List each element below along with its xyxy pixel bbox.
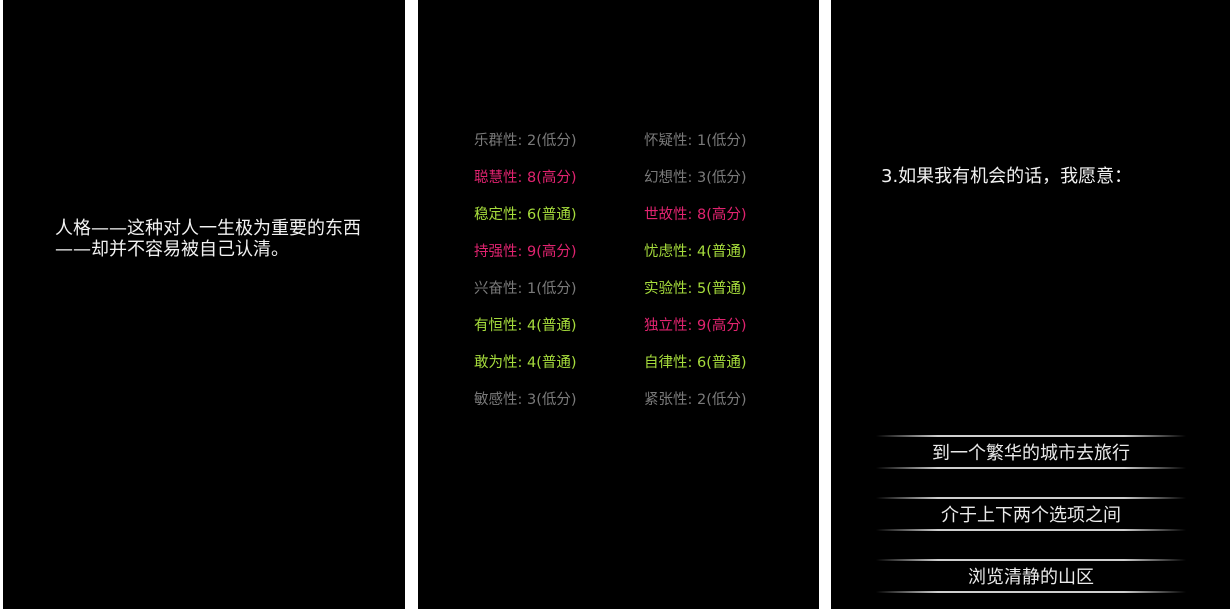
trait-score: 持强性: 9(高分) — [474, 244, 577, 260]
option-b-button[interactable]: 介于上下两个选项之间 — [876, 497, 1186, 531]
trait-score: 聪慧性: 8(高分) — [474, 170, 577, 186]
trait-score: 有恒性: 4(普通) — [474, 318, 577, 334]
trait-score: 幻想性: 3(低分) — [644, 170, 747, 186]
trait-score: 世故性: 8(高分) — [644, 207, 747, 223]
trait-score: 实验性: 5(普通) — [644, 281, 747, 297]
trait-score: 自律性: 6(普通) — [644, 355, 747, 371]
trait-score: 敢为性: 4(普通) — [474, 355, 577, 371]
option-a-button[interactable]: 到一个繁华的城市去旅行 — [876, 435, 1186, 469]
results-screen: 乐群性: 2(低分) 怀疑性: 1(低分) 聪慧性: 8(高分) 幻想性: 3(低分)… — [418, 0, 819, 609]
question-text: 3.如果我有机会的话，我愿意： — [881, 166, 1133, 187]
trait-score: 忧虑性: 4(普通) — [644, 244, 747, 260]
intro-text: 人格——这种对人一生极为重要的东西——却并不容易被自己认清。 — [55, 218, 361, 260]
intro-screen: 人格——这种对人一生极为重要的东西——却并不容易被自己认清。 — [3, 0, 405, 609]
trait-score: 稳定性: 6(普通) — [474, 207, 577, 223]
trait-score: 敏感性: 3(低分) — [474, 392, 577, 408]
trait-score: 怀疑性: 1(低分) — [644, 133, 747, 149]
trait-score: 紧张性: 2(低分) — [644, 392, 747, 408]
option-c-button[interactable]: 浏览清静的山区 — [876, 559, 1186, 593]
question-screen: 3.如果我有机会的话，我愿意： 到一个繁华的城市去旅行 介于上下两个选项之间 浏… — [831, 0, 1230, 609]
trait-score: 兴奋性: 1(低分) — [474, 281, 577, 297]
trait-score: 独立性: 9(高分) — [644, 318, 747, 334]
trait-results-grid: 乐群性: 2(低分) 怀疑性: 1(低分) 聪慧性: 8(高分) 幻想性: 3(低分)… — [474, 130, 784, 411]
trait-score: 乐群性: 2(低分) — [474, 133, 577, 149]
